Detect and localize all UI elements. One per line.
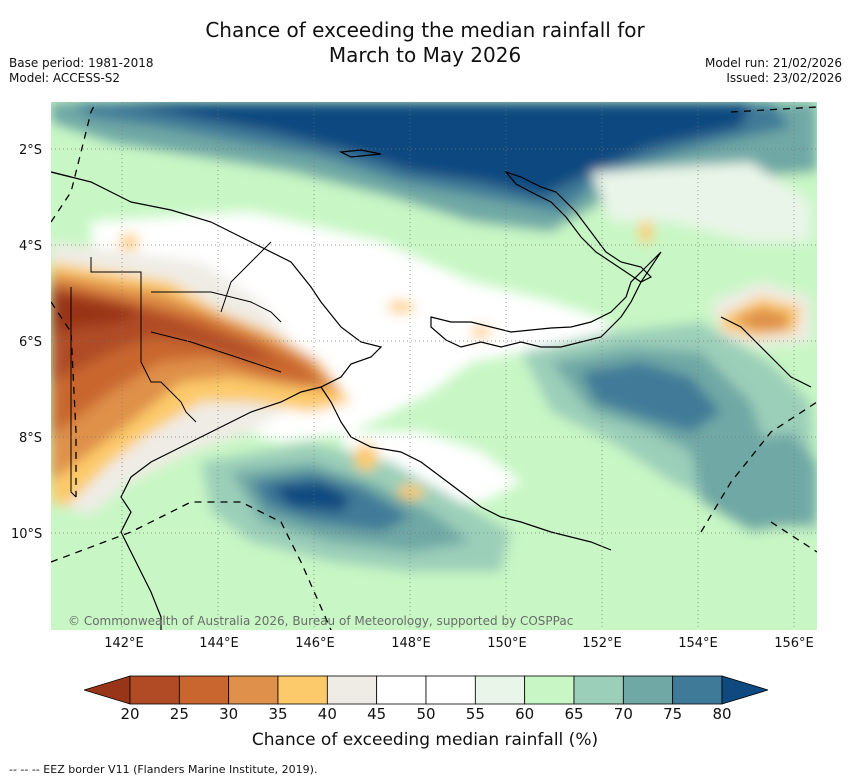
lon-label-144e: 144°E — [199, 636, 239, 651]
colorbar-bin — [129, 675, 180, 705]
colorbar-bin — [228, 675, 279, 705]
lon-label-148e: 148°E — [391, 636, 431, 651]
copyright-notice: © Commonwealth of Australia 2026, Bureau… — [68, 614, 574, 628]
colorbar-bin — [672, 675, 723, 705]
colorbar — [84, 675, 768, 705]
title-line-1: Chance of exceeding the median rainfall … — [205, 18, 645, 42]
colorbar-extend-low — [84, 675, 131, 705]
eez-legend: -- -- -- EEZ border V11 (Flanders Marine… — [9, 763, 318, 776]
eez-border — [51, 102, 817, 630]
colorbar-tick-label: 55 — [465, 705, 485, 723]
colorbar-bin — [622, 675, 674, 705]
colorbar-tick-label: 60 — [515, 705, 535, 723]
lat-label-6s: 6°S — [19, 335, 43, 350]
colorbar-extend-high — [721, 675, 768, 705]
lon-label-152e: 152°E — [582, 636, 622, 651]
colorbar-tick-label: 40 — [317, 705, 337, 723]
probability-contours — [51, 102, 817, 630]
meta-left: Base period: 1981-2018 Model: ACCESS-S2 — [9, 56, 154, 86]
rainfall-map — [51, 102, 817, 630]
colorbar-tick-label: 80 — [712, 705, 732, 723]
colorbar-tick-label: 75 — [663, 705, 683, 723]
colorbar-bin — [277, 675, 328, 705]
lat-label-8s: 8°S — [19, 431, 43, 446]
gridlines — [51, 102, 817, 630]
colorbar-bin — [524, 675, 575, 705]
meta-right: Model run: 21/02/2026 Issued: 23/02/2026 — [705, 56, 842, 86]
colorbar-tick-label: 65 — [564, 705, 584, 723]
lon-label-150e: 150°E — [487, 636, 527, 651]
issued-date: Issued: 23/02/2026 — [726, 71, 842, 85]
lon-label-154e: 154°E — [678, 636, 718, 651]
colorbar-tick-label: 30 — [219, 705, 239, 723]
model-run: Model run: 21/02/2026 — [704, 56, 842, 70]
colorbar-tick-label: 20 — [120, 705, 140, 723]
base-period: Base period: 1981-2018 — [9, 56, 154, 70]
borders — [70, 241, 282, 498]
colorbar-tick-label: 50 — [416, 705, 436, 723]
lat-label-2s: 2°S — [19, 143, 43, 158]
map-title: Chance of exceeding the median rainfall … — [0, 18, 850, 68]
colorbar-label: Chance of exceeding median rainfall (%) — [251, 730, 599, 750]
colorbar-bin — [425, 675, 476, 705]
colorbar-tick-label: 35 — [268, 705, 288, 723]
model-name: Model: ACCESS-S2 — [9, 71, 121, 85]
colorbar-tick-label: 45 — [367, 705, 387, 723]
lon-label-146e: 146°E — [295, 636, 335, 651]
colorbar-bin — [573, 675, 624, 705]
lon-label-156e: 156°E — [774, 636, 814, 651]
colorbar-bin — [376, 675, 427, 705]
colorbar-tick-label: 25 — [169, 705, 189, 723]
colorbar-tick-label: 70 — [613, 705, 633, 723]
lat-label-10s: 10°S — [11, 527, 43, 542]
colorbar-bin — [326, 675, 378, 705]
title-line-2: March to May 2026 — [328, 43, 522, 67]
colorbar-bin — [178, 675, 230, 705]
colorbar-bin — [474, 675, 526, 705]
lon-label-142e: 142°E — [104, 636, 144, 651]
lat-label-4s: 4°S — [19, 239, 43, 254]
